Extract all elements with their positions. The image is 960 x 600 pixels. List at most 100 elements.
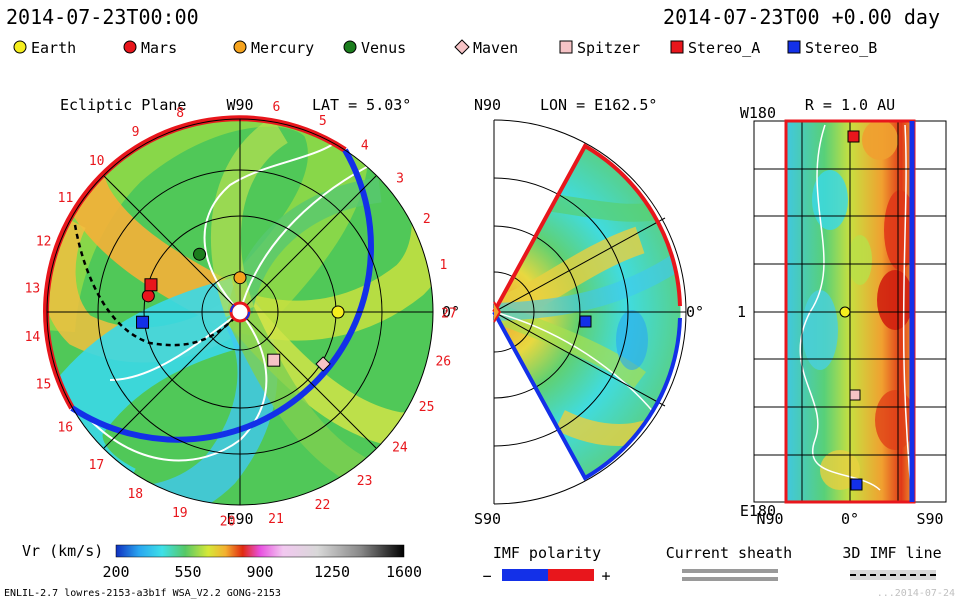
object-legend: Earth Mars Mercury Venus Maven Spitzer Stereo_… <box>13 39 877 57</box>
legend-marker-mercury <box>233 40 247 54</box>
legend-label-earth: Earth <box>31 39 76 57</box>
rotation-tick-23: 23 <box>357 474 373 489</box>
ecliptic-bottom-label: E90 <box>226 510 253 528</box>
legend-label-venus: Venus <box>361 39 406 57</box>
legend-marker-stereo-b <box>787 40 801 54</box>
legend-marker-venus <box>343 40 357 54</box>
imf-title: IMF polarity <box>493 544 601 562</box>
ecliptic-maven <box>315 356 331 372</box>
ecliptic-right-label: 0° <box>442 303 460 321</box>
rotation-tick-14: 14 <box>25 330 41 345</box>
rotation-tick-8: 8 <box>176 106 184 121</box>
colorbar-ticks: 200 550 900 1250 1600 <box>102 563 422 581</box>
rotation-tick-12: 12 <box>36 234 52 249</box>
rotation-tick-5: 5 <box>319 114 327 129</box>
legend-marker-mars <box>123 40 137 54</box>
sphere-stereo-b-marker <box>850 478 863 491</box>
imf-minus: − <box>482 567 491 585</box>
legend-marker-earth <box>13 40 27 54</box>
ecliptic-bodies <box>136 247 345 372</box>
legend-label-mercury: Mercury <box>251 39 314 57</box>
sphere-y-mid: 1 <box>737 303 746 321</box>
ecliptic-venus <box>193 247 207 261</box>
rotation-tick-25: 25 <box>419 400 435 415</box>
rotation-tick-3: 3 <box>396 172 404 187</box>
legend-label-maven: Maven <box>473 39 518 57</box>
meridional-bottom-label: S90 <box>474 510 501 528</box>
rotation-tick-10: 10 <box>89 154 105 169</box>
rotation-tick-15: 15 <box>36 377 52 392</box>
rotation-tick-20: 20 <box>220 515 236 530</box>
ecliptic-stereo-a <box>144 278 158 292</box>
sphere-x-right: S90 <box>916 510 943 528</box>
ecliptic-lat-label: LAT = 5.03° <box>312 96 411 114</box>
rotation-tick-24: 24 <box>392 441 408 456</box>
meridional-top-label: N90 <box>474 96 501 114</box>
rotation-tick-18: 18 <box>127 487 143 502</box>
rotation-tick-9: 9 <box>132 125 140 140</box>
ecliptic-spitzer <box>267 353 281 367</box>
date-right: 2014-07-23T00 +0.00 day <box>663 5 940 29</box>
imf3d-title: 3D IMF line <box>842 544 941 562</box>
rotation-tick-19: 19 <box>172 506 188 521</box>
meridional-right-label: 0° <box>686 303 704 321</box>
meridional-panel: N90 LON = E162.5° S90 0° <box>474 96 704 528</box>
ecliptic-top-label: W90 <box>226 96 253 114</box>
meridional-lon-label: LON = E162.5° <box>540 96 657 114</box>
rotation-tick-21: 21 <box>268 512 284 527</box>
sphere-stereo-a-marker <box>847 130 860 143</box>
legend-label-stereo-b: Stereo_B <box>805 39 877 57</box>
date-left: 2014-07-23T00:00 <box>6 5 199 29</box>
sphere-spitzer-marker <box>849 389 861 401</box>
rotation-tick-16: 16 <box>57 421 73 436</box>
ecliptic-earth <box>331 305 345 319</box>
rotation-tick-2: 2 <box>423 212 431 227</box>
colorbar-tick-900: 900 <box>246 563 273 581</box>
rotation-tick-22: 22 <box>315 498 331 513</box>
legend-label-stereo-a: Stereo_A <box>688 39 760 57</box>
ecliptic-title: Ecliptic Plane <box>60 96 186 114</box>
sphere-field <box>786 121 914 502</box>
sphere-earth-marker <box>839 306 851 318</box>
sheath-title: Current sheath <box>666 544 792 562</box>
sphere-panel: R = 1.0 AU W180 1 E180 N90 0° S90 <box>737 96 947 528</box>
colorbar-tick-200: 200 <box>102 563 129 581</box>
imf-plus: + <box>601 567 610 585</box>
imf-polarity-legend: IMF polarity − + <box>482 544 610 585</box>
sphere-y-bottom: E180 <box>740 502 776 520</box>
colorbar-tick-1250: 1250 <box>314 563 350 581</box>
footer-right: ...2014-07-24 <box>877 588 955 599</box>
imf3d-legend: 3D IMF line <box>842 544 942 580</box>
rotation-tick-6: 6 <box>272 100 280 115</box>
rotation-tick-1: 1 <box>439 258 447 273</box>
rotation-tick-13: 13 <box>25 282 41 297</box>
footer-left: ENLIL-2.7 lowres-2153-a3b1f WSA_V2.2 GON… <box>4 588 281 599</box>
ecliptic-panel: Ecliptic Plane LAT = 5.03° W90 E90 0° <box>25 96 460 530</box>
colorbar: Vr (km/s) 200 550 900 1250 1600 <box>22 542 422 581</box>
rotation-tick-26: 26 <box>435 355 451 370</box>
ecliptic-stereo-b <box>136 315 150 329</box>
rotation-tick-17: 17 <box>89 458 105 473</box>
rotation-tick-4: 4 <box>361 138 369 153</box>
ecliptic-mars <box>141 289 155 303</box>
legend-label-spitzer: Spitzer <box>577 39 640 57</box>
colorbar-tick-1600: 1600 <box>386 563 422 581</box>
legend-marker-stereo-a <box>670 40 684 54</box>
legend-marker-maven <box>454 39 470 55</box>
rotation-tick-27: 27 <box>441 306 457 321</box>
ecliptic-mercury <box>233 271 247 285</box>
current-sheath-legend: Current sheath <box>666 544 792 581</box>
colorbar-label: Vr (km/s) <box>22 542 103 560</box>
colorbar-tick-550: 550 <box>174 563 201 581</box>
rotation-tick-11: 11 <box>58 191 74 206</box>
sphere-y-top: W180 <box>740 104 776 122</box>
sphere-x-mid: 0° <box>841 510 859 528</box>
legend-label-mars: Mars <box>141 39 177 57</box>
legend-marker-spitzer <box>559 40 573 54</box>
imf-positive-swatch <box>548 569 594 581</box>
sphere-x-left: N90 <box>756 510 783 528</box>
imf-negative-swatch <box>502 569 548 581</box>
meridional-stereo-b-marker <box>579 315 592 328</box>
